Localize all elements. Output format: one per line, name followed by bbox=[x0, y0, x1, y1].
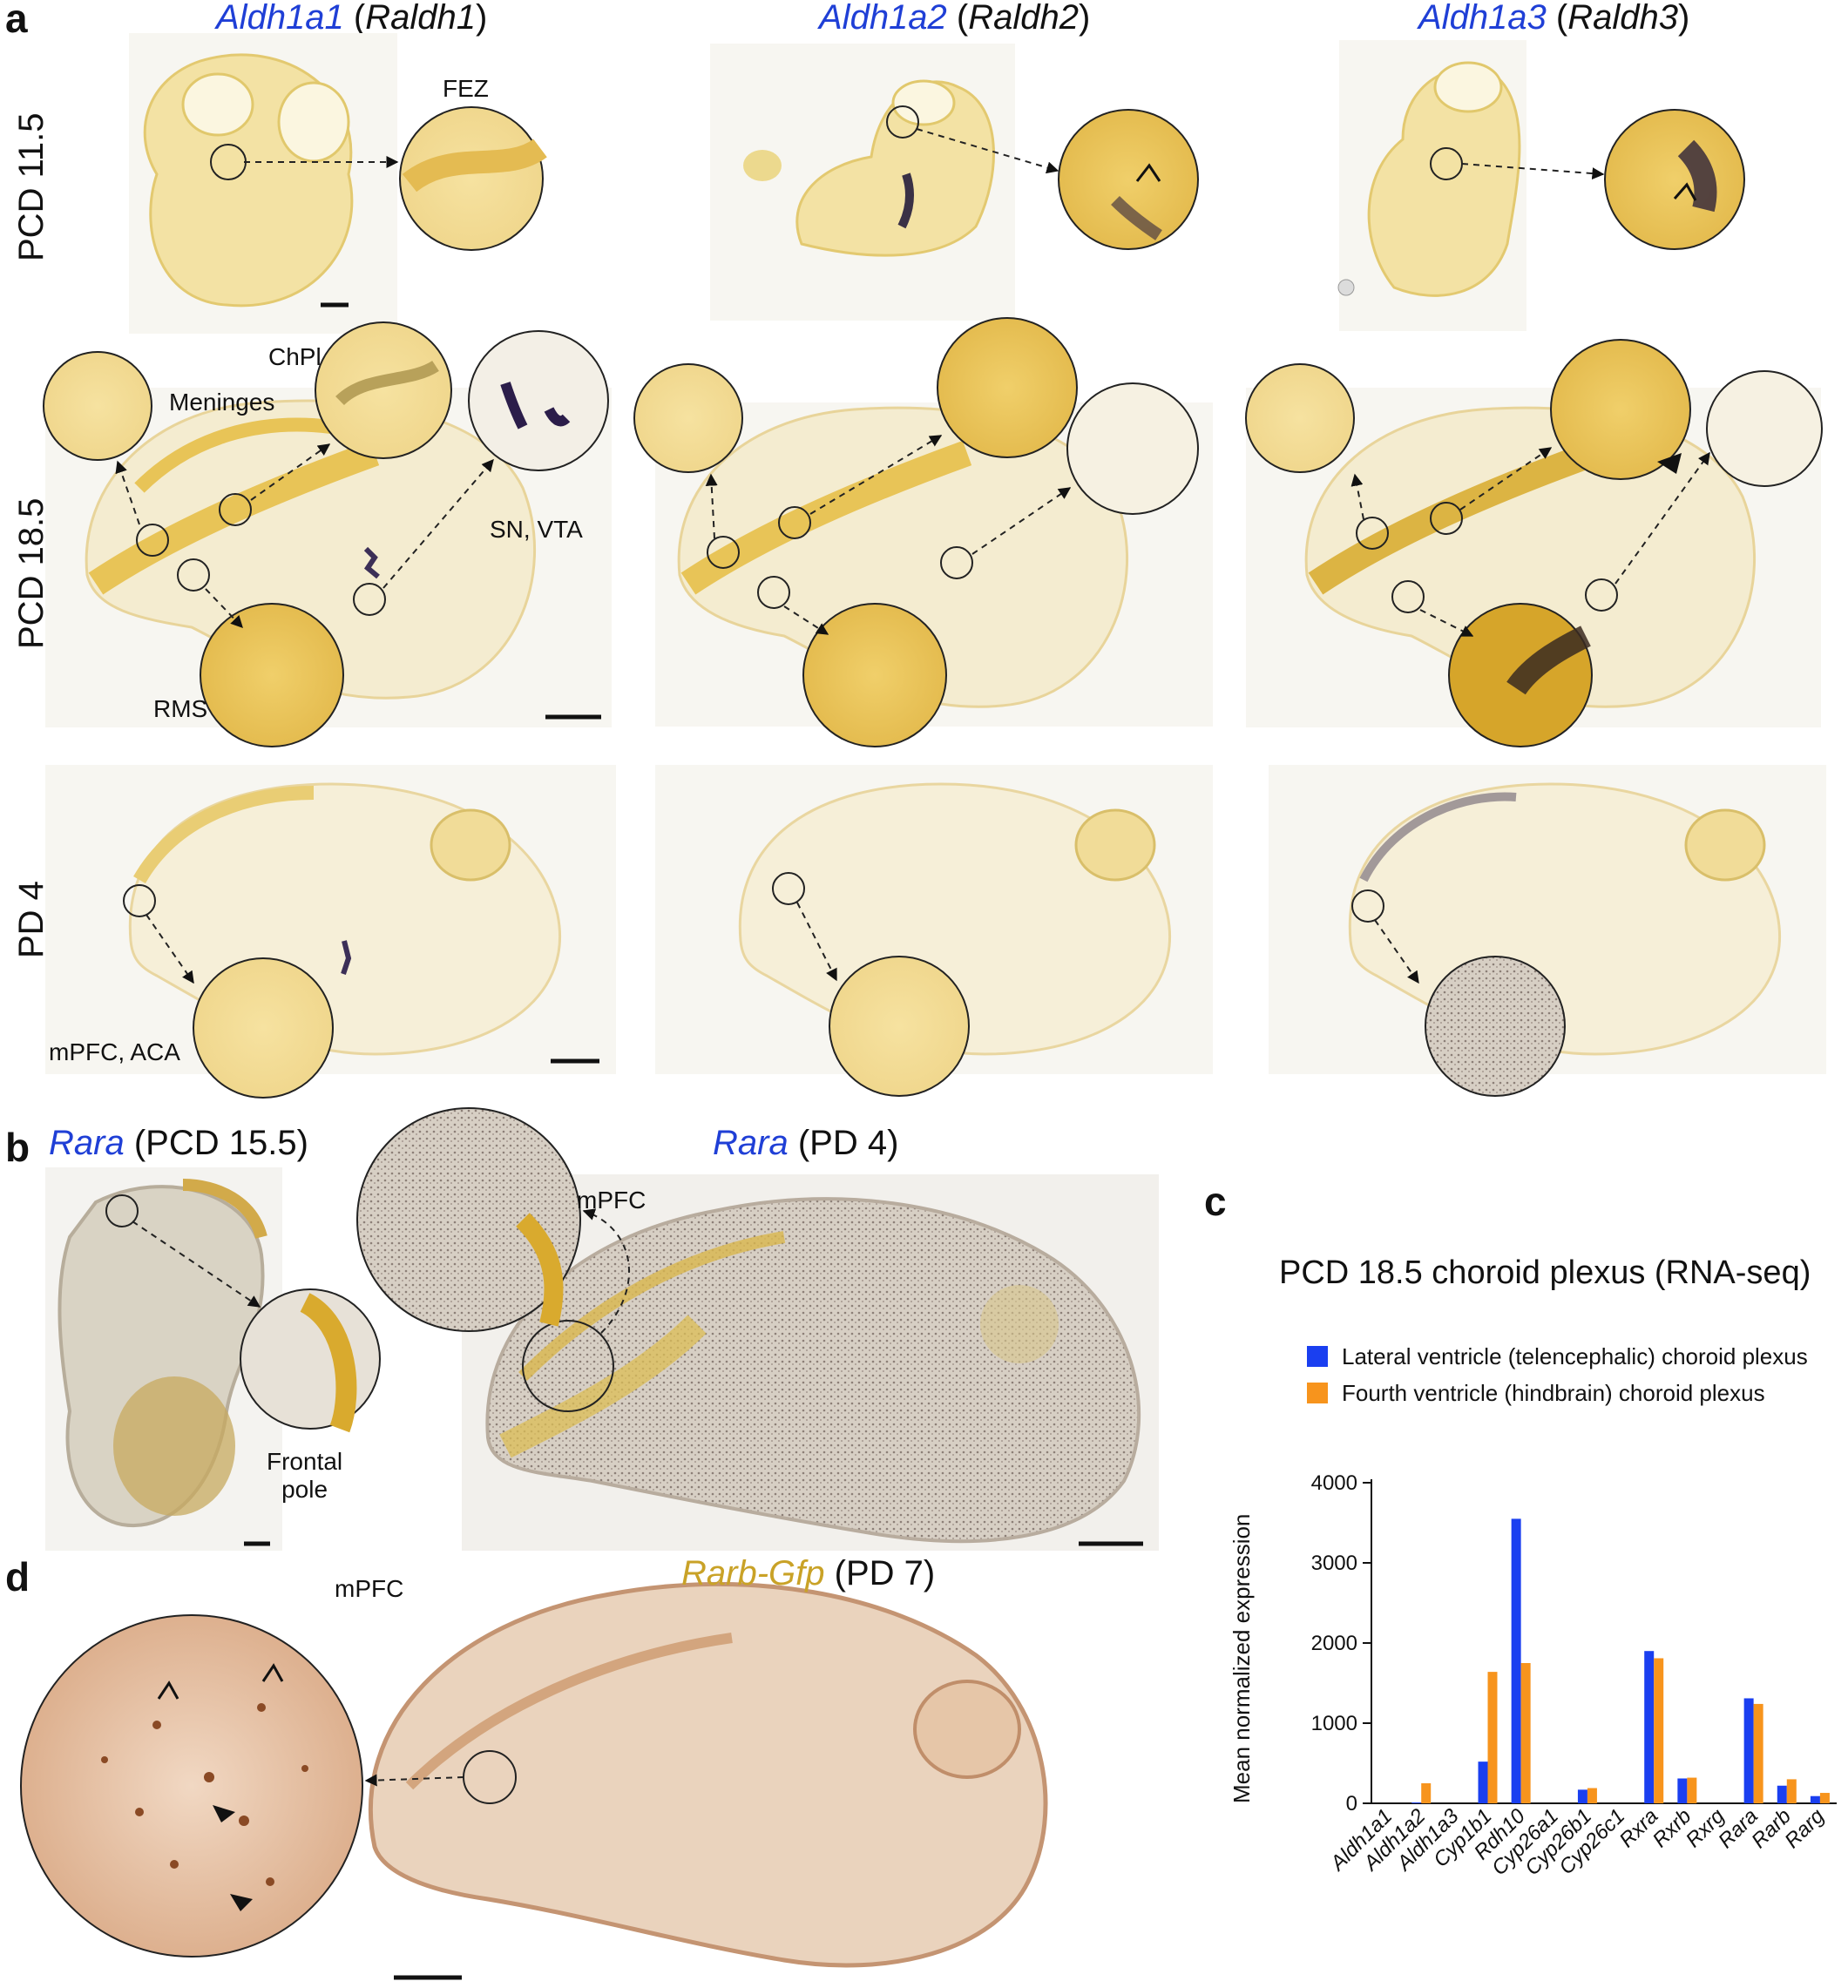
column-title-3: Aldh1a3 (Raldh3) bbox=[1418, 0, 1690, 37]
bar-rxrb-lateral bbox=[1677, 1778, 1688, 1803]
legend-item-lateral: Lateral ventricle (telencephalic) choroi… bbox=[1307, 1338, 1808, 1375]
pd4-section-col2 bbox=[655, 765, 1213, 1097]
legend-swatch-lateral bbox=[1307, 1346, 1328, 1367]
column-title-2: Aldh1a2 (Raldh2) bbox=[819, 0, 1091, 37]
stage-label: (PD 4) bbox=[797, 1124, 899, 1162]
x-tick-label: Rarg bbox=[1780, 1804, 1829, 1853]
gene-name: Aldh1a2 bbox=[819, 0, 947, 37]
pcd11-section-col3 bbox=[1337, 40, 1745, 331]
gene-alias: Raldh3 bbox=[1567, 0, 1678, 37]
column-title-1: Aldh1a1 (Raldh1) bbox=[216, 0, 488, 37]
legend-swatch-fourth bbox=[1307, 1383, 1328, 1403]
gene-name: Rarb-Gfp bbox=[681, 1554, 825, 1592]
panel-b-label: b bbox=[5, 1125, 30, 1170]
bar-cyp1b1-fourth bbox=[1487, 1672, 1498, 1803]
legend: Lateral ventricle (telencephalic) choroi… bbox=[1307, 1338, 1808, 1411]
annotation-frontal-pole: Frontal pole bbox=[267, 1448, 343, 1503]
pcd11-section-col1 bbox=[129, 33, 547, 334]
gene-alias: Raldh1 bbox=[365, 0, 476, 37]
bar-cyp1b1-lateral bbox=[1478, 1761, 1488, 1803]
bar-rarg-lateral bbox=[1810, 1795, 1820, 1803]
bar-rxra-fourth bbox=[1654, 1658, 1664, 1803]
pd4-section-col1 bbox=[45, 765, 616, 1099]
panel-b-right-title: Rara (PD 4) bbox=[713, 1124, 898, 1163]
panel-d-brain bbox=[364, 1581, 1048, 1980]
bar-aldh1a2-fourth bbox=[1421, 1783, 1432, 1803]
bar-rarb-fourth bbox=[1786, 1779, 1797, 1803]
gene-name: Aldh1a3 bbox=[1418, 0, 1547, 37]
pcd18-section-col2 bbox=[633, 317, 1213, 747]
bar-cyp26b1-lateral bbox=[1577, 1789, 1587, 1803]
panel-b-embryo bbox=[45, 1167, 381, 1551]
gene-name: Rara bbox=[49, 1124, 125, 1162]
panel-d-label: d bbox=[5, 1554, 30, 1599]
bar-rarb-lateral bbox=[1777, 1785, 1787, 1803]
annotation-rms: RMS bbox=[153, 695, 208, 722]
annotation-chpl: ChPl bbox=[268, 343, 322, 370]
bar-rxra-lateral bbox=[1644, 1651, 1655, 1803]
gene-name: Rara bbox=[713, 1124, 789, 1162]
bar-rara-lateral bbox=[1743, 1698, 1754, 1803]
pd4-section-col3 bbox=[1269, 765, 1826, 1097]
panel-b-left-title: Rara (PCD 15.5) bbox=[49, 1124, 308, 1163]
pcd11-section-col2 bbox=[710, 44, 1199, 321]
legend-label-fourth: Fourth ventricle (hindbrain) choroid ple… bbox=[1342, 1379, 1765, 1406]
gene-alias: Raldh2 bbox=[968, 0, 1079, 37]
annotation-mpfc-d: mPFC bbox=[335, 1575, 404, 1602]
bar-aldh1a2-lateral bbox=[1411, 1802, 1422, 1803]
bar-rdh10-lateral bbox=[1511, 1518, 1521, 1803]
panel-a-label: a bbox=[5, 0, 28, 41]
y-tick-label: 2000 bbox=[1311, 1632, 1357, 1655]
legend-label-lateral: Lateral ventricle (telencephalic) choroi… bbox=[1342, 1342, 1808, 1369]
bar-rara-fourth bbox=[1753, 1703, 1763, 1803]
annotation-sn-vta: SN, VTA bbox=[490, 516, 583, 543]
panel-c-label: c bbox=[1204, 1179, 1227, 1224]
bar-rdh10-fourth bbox=[1520, 1663, 1531, 1803]
bar-rarg-fourth bbox=[1819, 1793, 1830, 1803]
annotation-mpfc-b: mPFC bbox=[577, 1187, 646, 1214]
bar-rxrb-fourth bbox=[1687, 1777, 1697, 1803]
y-tick-label: 3000 bbox=[1311, 1552, 1357, 1575]
chart-title: PCD 18.5 choroid plexus (RNA-seq) bbox=[1279, 1254, 1811, 1291]
annotation-fez: FEZ bbox=[443, 75, 489, 102]
y-tick-label: 4000 bbox=[1311, 1471, 1357, 1495]
pcd18-section-col1 bbox=[43, 321, 612, 747]
annotation-meninges: Meninges bbox=[169, 389, 275, 416]
gene-name: Aldh1a1 bbox=[216, 0, 344, 37]
pcd18-section-col3 bbox=[1245, 339, 1823, 747]
y-tick-label: 0 bbox=[1346, 1792, 1357, 1816]
y-tick-label: 1000 bbox=[1311, 1712, 1357, 1735]
panel-b-brain bbox=[356, 1107, 1159, 1551]
stage-label: (PCD 15.5) bbox=[133, 1124, 308, 1162]
panel-d-title: Rarb-Gfp (PD 7) bbox=[681, 1554, 935, 1593]
bar-cyp26b1-fourth bbox=[1587, 1788, 1597, 1803]
panel-d-inset bbox=[20, 1614, 363, 1958]
legend-item-fourth: Fourth ventricle (hindbrain) choroid ple… bbox=[1307, 1375, 1808, 1411]
annotation-mpfc-aca: mPFC, ACA bbox=[49, 1038, 180, 1065]
stage-label: (PD 7) bbox=[834, 1554, 936, 1592]
